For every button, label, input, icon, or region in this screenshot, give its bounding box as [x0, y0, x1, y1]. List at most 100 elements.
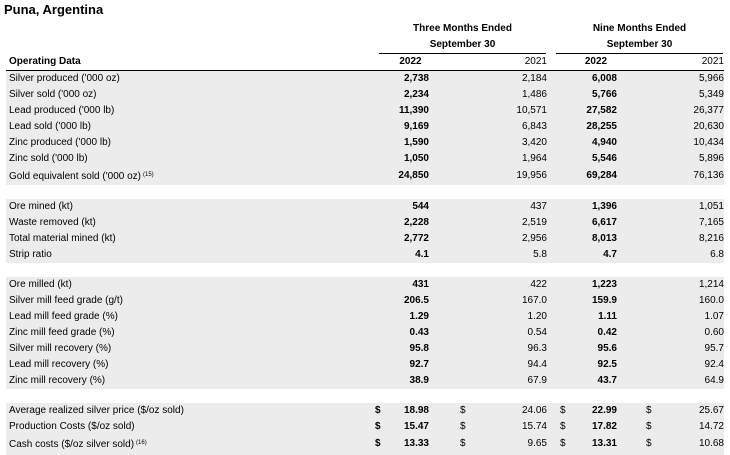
- row-label: Lead mill feed grade (%): [6, 309, 375, 325]
- currency-symbol: $: [646, 453, 652, 455]
- spacer-cell: [560, 119, 566, 135]
- row-label-text: Zinc mill feed grade (%): [9, 327, 115, 338]
- spacer-cell: [375, 151, 381, 167]
- spacer-cell: [560, 325, 566, 341]
- table-row: Total material mined (kt) 2,772 2,956 8,013…: [6, 231, 724, 247]
- spacer-cell: [460, 199, 466, 215]
- spacer-cell: [429, 87, 460, 103]
- value-ytd-2021: 6.8: [652, 247, 724, 263]
- table-row: Ore mined (kt) 544 437 1,396 1,051: [6, 199, 724, 215]
- spacer-cell: [429, 419, 460, 435]
- spacer-cell: [375, 341, 381, 357]
- spacer-cell: [547, 151, 560, 167]
- spacer-cell: [617, 103, 646, 119]
- value-q-2021: 1,964: [466, 151, 547, 167]
- spacer-cell: [617, 199, 646, 215]
- value-q-2022: 431: [381, 277, 429, 293]
- value-ytd-2021: 1.07: [652, 309, 724, 325]
- row-label-text: Lead sold ('000 lb): [9, 121, 91, 132]
- spacer-cell: [429, 341, 460, 357]
- table-row: Silver mill feed grade (g/t) 206.5 167.0 15…: [6, 293, 724, 309]
- spacer-cell: [460, 231, 466, 247]
- spacer-cell: [460, 103, 466, 119]
- value-ytd-2022: 4,940: [566, 135, 617, 151]
- spacer-cell: [547, 215, 560, 231]
- header-year-ytd-2022: 2022: [566, 54, 646, 71]
- row-label-text: Lead mill feed grade (%): [9, 311, 118, 322]
- value-q-2021: 2,519: [466, 215, 547, 231]
- value-q-2022: 13.33: [381, 435, 429, 453]
- table-row: Zinc mill feed grade (%) 0.43 0.54 0.42 0.60: [6, 325, 724, 341]
- row-label-text: Average realized silver price ($/oz sold…: [9, 405, 184, 416]
- row-label: Total material mined (kt): [6, 231, 375, 247]
- spacer-cell: [547, 247, 560, 263]
- spacer-cell: [617, 403, 646, 419]
- spacer-cell: [375, 373, 381, 389]
- value-ytd-2021: 7,165: [652, 215, 724, 231]
- row-label: Lead sold ('000 lb): [6, 119, 375, 135]
- spacer-cell: [646, 103, 652, 119]
- row-label-text: Total material mined (kt): [9, 233, 116, 244]
- value-ytd-2022: 1,396: [566, 199, 617, 215]
- value-ytd-2021: 95.7: [652, 341, 724, 357]
- row-label-text: Cash costs ($/oz silver sold): [9, 439, 135, 450]
- spacer-cell: [375, 167, 381, 185]
- spacer-cell: [617, 151, 646, 167]
- spacer-cell: [429, 357, 460, 373]
- value-ytd-2021: 1,214: [652, 277, 724, 293]
- value-ytd-2021: 76,136: [652, 167, 724, 185]
- row-label: Zinc mill recovery (%): [6, 373, 375, 389]
- spacer-cell: [560, 247, 566, 263]
- spacer-cell: [429, 435, 460, 453]
- value-ytd-2022: 1.11: [566, 309, 617, 325]
- currency-symbol: $: [375, 403, 381, 419]
- table-row: Average realized silver price ($/oz sold…: [6, 403, 724, 419]
- spacer-cell: [617, 325, 646, 341]
- spacer-cell: [646, 341, 652, 357]
- row-label: Lead mill recovery (%): [6, 357, 375, 373]
- spacer-cell: [560, 87, 566, 103]
- value-ytd-2022: 4.7: [566, 247, 617, 263]
- spacer-cell: [646, 151, 652, 167]
- row-label: Silver produced ('000 oz): [6, 70, 375, 87]
- table-row: Zinc mill recovery (%) 38.9 67.9 43.7 64.9: [6, 373, 724, 389]
- value-q-2022: 4.1: [381, 247, 429, 263]
- spacer-cell: [429, 215, 460, 231]
- spacer-cell: [460, 325, 466, 341]
- spacer-cell: [560, 199, 566, 215]
- value-q-2021: 96.3: [466, 341, 547, 357]
- currency-symbol: $: [646, 435, 652, 453]
- spacer-cell: [646, 119, 652, 135]
- row-label: Silver mill feed grade (g/t): [6, 293, 375, 309]
- value-q-2022: 92.7: [381, 357, 429, 373]
- spacer-cell: [547, 103, 560, 119]
- row-label: Zinc mill feed grade (%): [6, 325, 375, 341]
- spacer-cell: [460, 167, 466, 185]
- value-q-2022: 0.43: [381, 325, 429, 341]
- value-ytd-2021: 10,434: [652, 135, 724, 151]
- period-line1: Three Months Ended: [413, 23, 512, 34]
- row-label: Gold equivalent sold ('000 oz) (15): [6, 167, 375, 185]
- currency-symbol: $: [560, 403, 566, 419]
- row-label: Strip ratio: [6, 247, 375, 263]
- spacer-cell: [560, 277, 566, 293]
- table-row: Cash costs ($/oz silver sold) (16) $13.33 $…: [6, 435, 724, 453]
- value-q-2021: 15.74: [466, 419, 547, 435]
- spacer-cell: [560, 357, 566, 373]
- period-line1: Nine Months Ended: [592, 23, 687, 34]
- value-ytd-2021: 1,051: [652, 199, 724, 215]
- currency-symbol: $: [375, 453, 381, 455]
- table-row: AISC ($/oz silver sold)(16)$15.91$11.65$…: [6, 453, 724, 455]
- value-q-2021: 167.0: [466, 293, 547, 309]
- value-ytd-2021: 0.60: [652, 325, 724, 341]
- spacer-cell: [617, 135, 646, 151]
- row-label: Ore milled (kt): [6, 277, 375, 293]
- header-year-q-2021: 2021: [466, 54, 547, 71]
- period-header-nine-months: Nine Months Ended September 30: [556, 21, 723, 54]
- table-row: Silver produced ('000 oz) 2,738 2,184 6,008…: [6, 70, 724, 87]
- row-label-text: Zinc sold ('000 lb): [9, 153, 88, 164]
- value-ytd-2022: 92.5: [566, 357, 617, 373]
- row-label-text: Silver mill recovery (%): [9, 343, 112, 354]
- spacer-cell: [429, 373, 460, 389]
- value-q-2022: 2,738: [381, 70, 429, 87]
